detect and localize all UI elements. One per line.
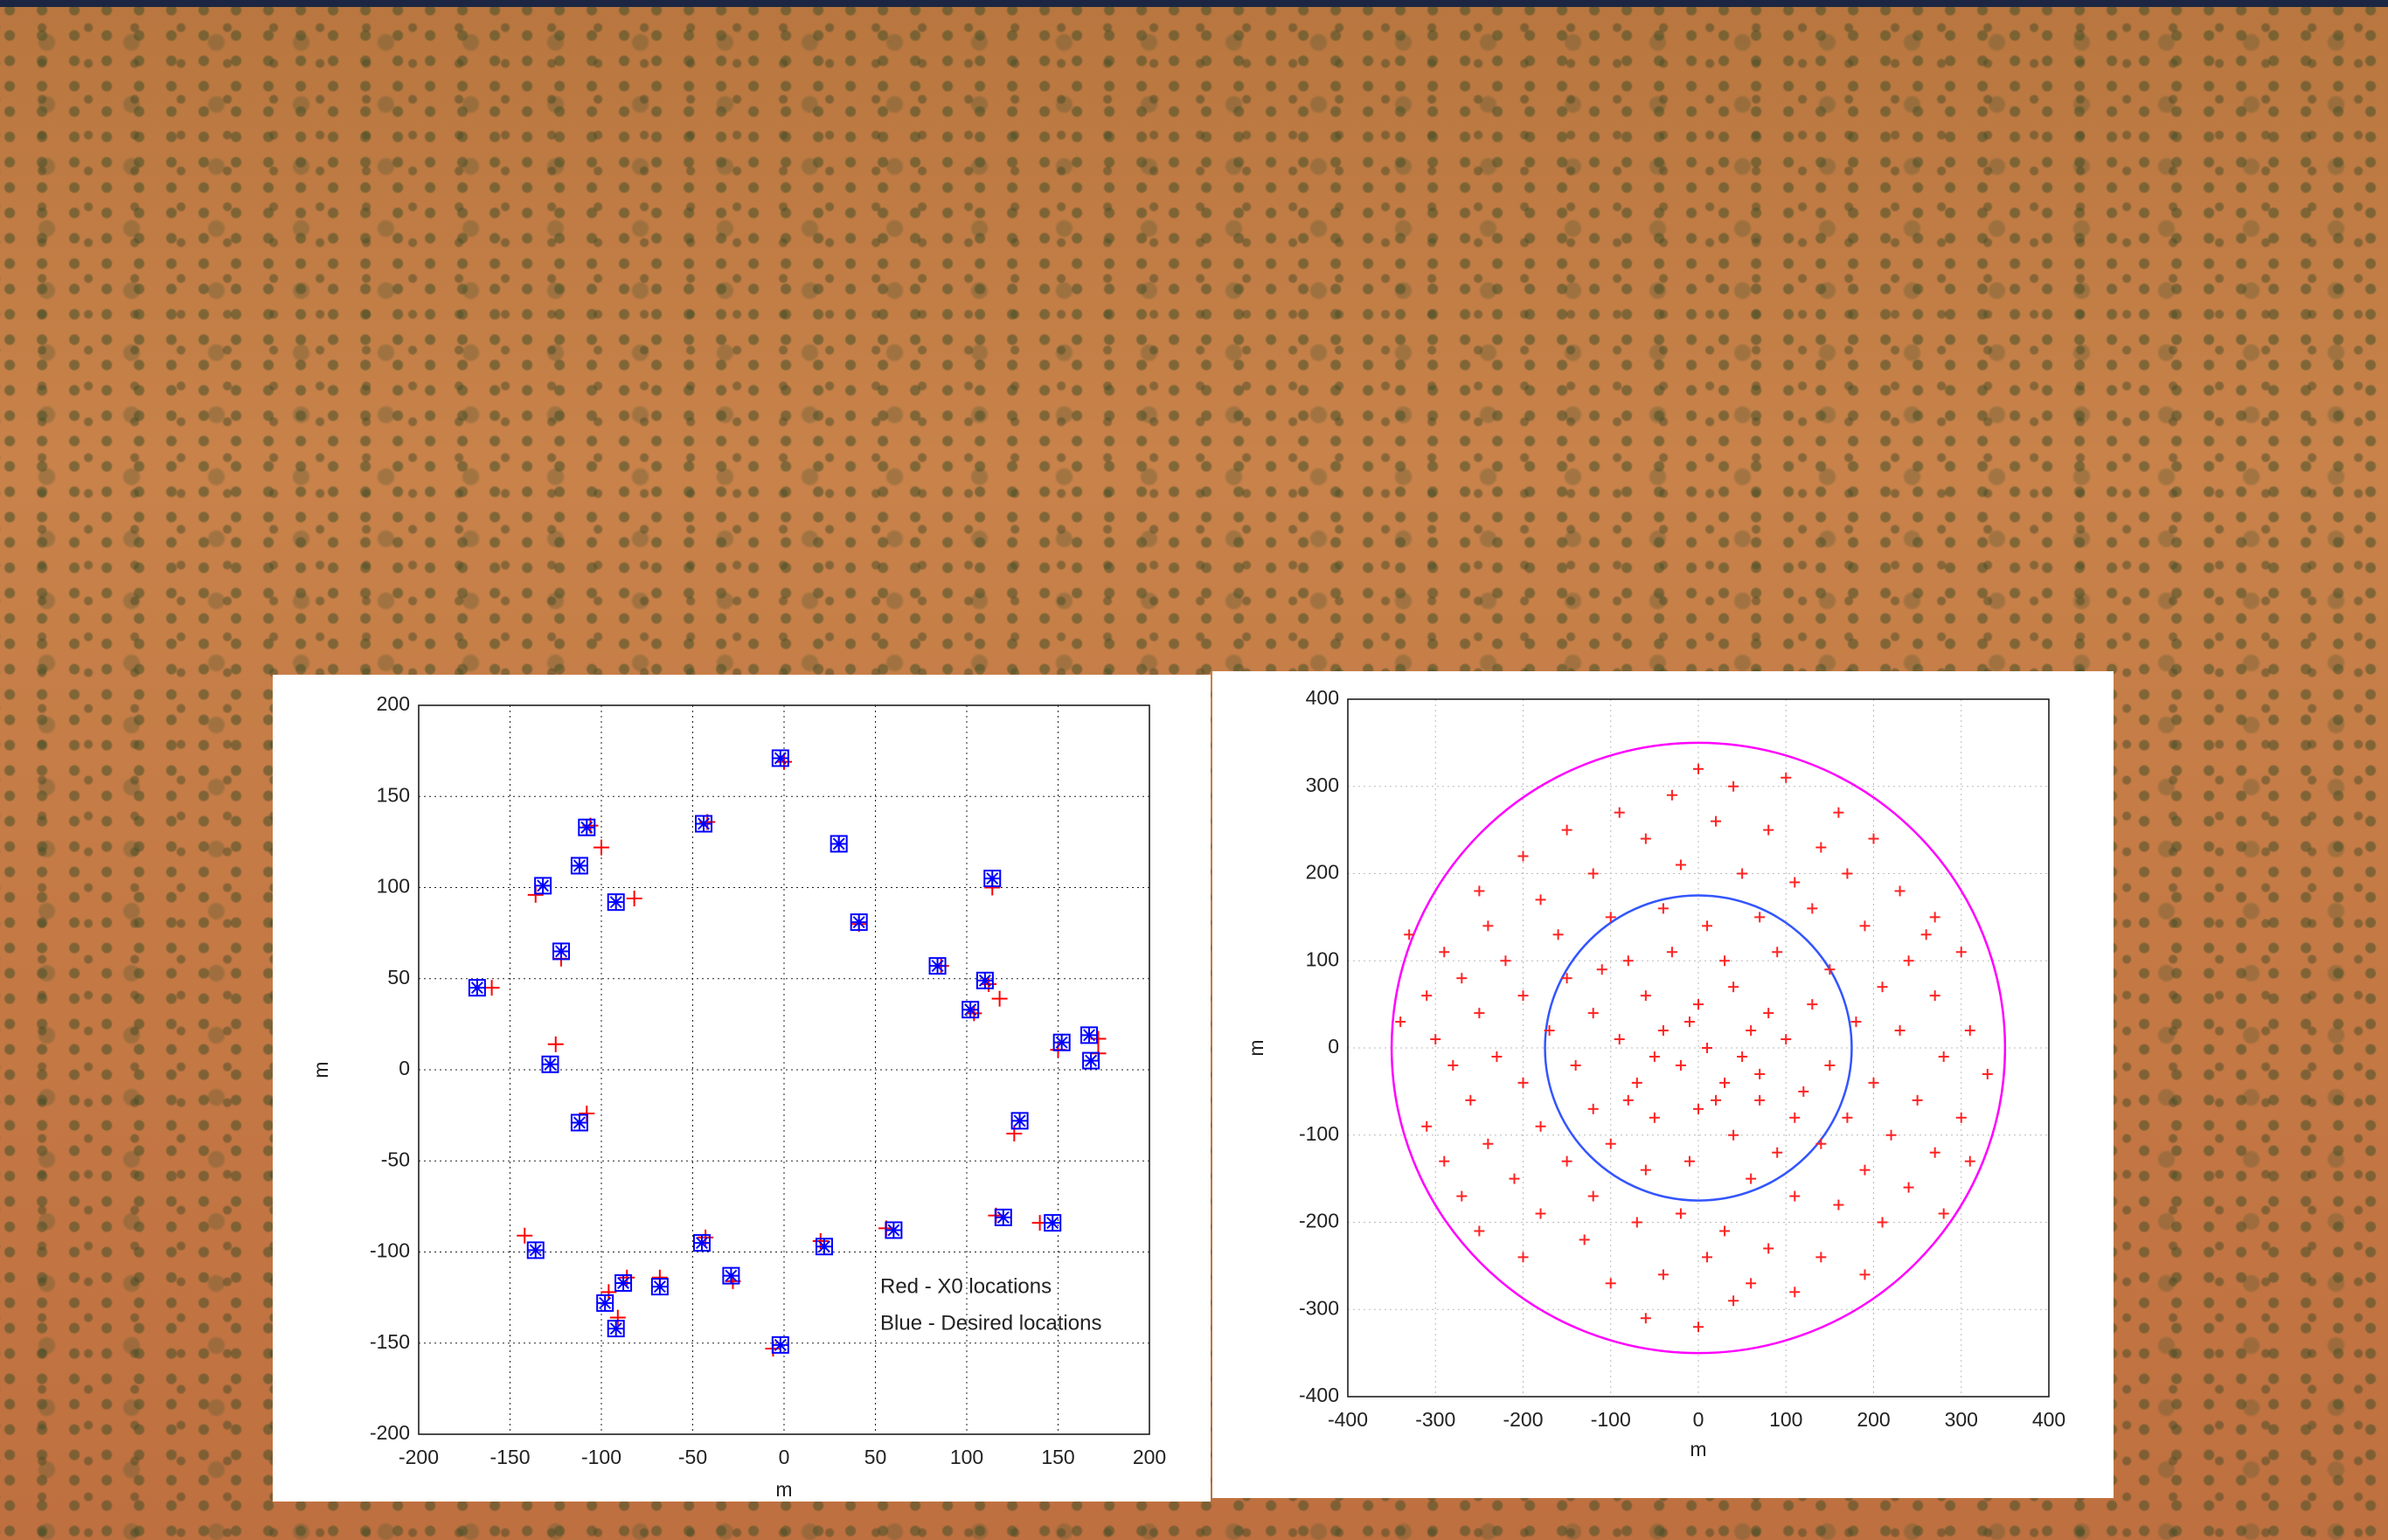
y-tick-label: 300 (1306, 773, 1339, 796)
y-tick-label: 0 (399, 1057, 410, 1079)
x-tick-label: 300 (1945, 1408, 1978, 1431)
x-tick-label: -50 (678, 1446, 707, 1468)
x-tick-label: 400 (2032, 1408, 2065, 1431)
x-tick-label: -100 (1591, 1408, 1631, 1431)
page: {"chart_data": [ {"type": "scatter", "xl… (0, 0, 2388, 1540)
x-tick-label: 0 (779, 1446, 790, 1468)
y-tick-label: 150 (377, 783, 410, 806)
x-tick-label: -300 (1415, 1408, 1455, 1431)
y-tick-label: 400 (1306, 686, 1339, 709)
x-axis-label: m (1690, 1438, 1706, 1460)
y-tick-label: -200 (1299, 1210, 1339, 1232)
x-tick-label: 200 (1857, 1408, 1890, 1431)
x-tick-label: 200 (1133, 1446, 1166, 1468)
y-tick-label: 200 (377, 692, 410, 715)
y-axis-label: m (309, 1061, 332, 1078)
y-tick-label: 200 (1306, 861, 1339, 884)
data-point (816, 1238, 832, 1254)
data-point (652, 1279, 668, 1294)
x-tick-label: 50 (864, 1446, 887, 1468)
legend-entry: Blue - Desired locations (880, 1311, 1101, 1335)
y-tick-label: -50 (381, 1148, 410, 1170)
x-tick-label: 100 (1769, 1408, 1802, 1431)
y-tick-label: -100 (370, 1239, 410, 1262)
y-tick-label: -300 (1299, 1296, 1339, 1319)
x-tick-label: -400 (1328, 1408, 1368, 1431)
charts: -200 -150 -100 -50 0 50 100 150 200 -200 -150 -100 -… (0, 0, 2388, 1540)
x-axis-label: m (775, 1478, 792, 1501)
y-tick-label: -150 (370, 1330, 410, 1353)
x-tick-label: 100 (950, 1446, 983, 1468)
x-tick-label: 150 (1041, 1446, 1074, 1468)
y-tick-label: 0 (1328, 1035, 1339, 1058)
y-tick-label: -200 (370, 1421, 410, 1444)
data-point (773, 750, 788, 766)
x-tick-label: -200 (399, 1446, 439, 1468)
legend-entry: Red - X0 locations (880, 1274, 1052, 1298)
chart-panel (273, 675, 1211, 1502)
data-point (696, 816, 712, 832)
data-point (542, 1057, 558, 1072)
x-tick-label: 0 (1693, 1408, 1704, 1431)
data-point (831, 836, 847, 851)
data-point (572, 857, 587, 873)
y-tick-label: 50 (387, 966, 410, 989)
y-tick-label: 100 (377, 875, 410, 898)
data-point (851, 914, 867, 930)
y-tick-label: -100 (1299, 1122, 1339, 1145)
data-point (597, 1295, 613, 1311)
data-point (579, 820, 594, 836)
y-tick-label: -400 (1299, 1384, 1339, 1406)
y-tick-label: 100 (1306, 947, 1339, 970)
data-point (984, 871, 1000, 886)
x-tick-label: -150 (489, 1446, 530, 1468)
data-point (535, 878, 551, 893)
x-tick-label: -200 (1503, 1408, 1543, 1431)
x-tick-label: -100 (581, 1446, 621, 1468)
y-axis-label: m (1245, 1039, 1267, 1056)
